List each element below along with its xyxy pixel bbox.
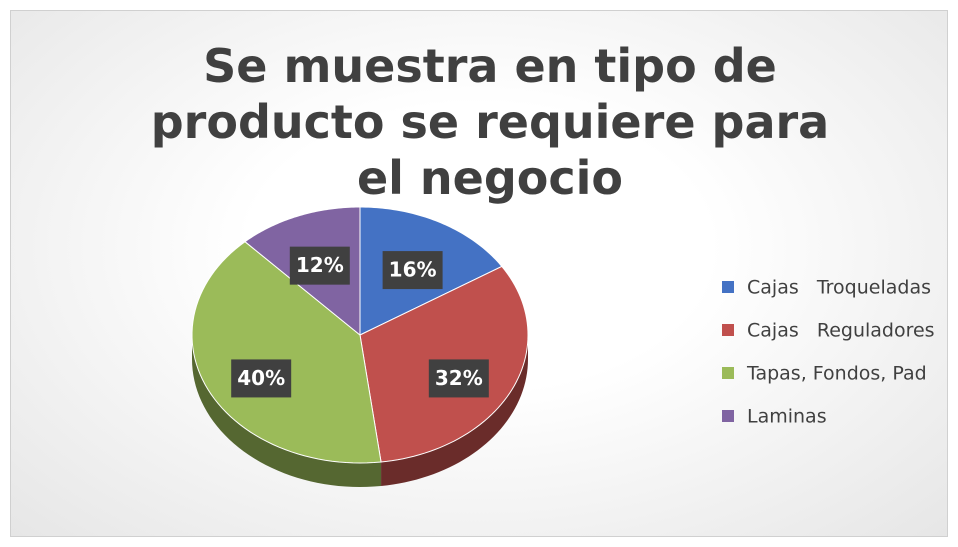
data-label: 40% (237, 366, 285, 390)
data-label-box (231, 359, 292, 398)
data-label-box (428, 359, 489, 398)
legend-label: Laminas (747, 406, 827, 428)
data-label: 16% (389, 258, 437, 282)
legend-swatch (722, 281, 734, 293)
slice (191, 241, 382, 464)
legend-swatch (722, 410, 734, 422)
slice-side (381, 335, 528, 486)
data-label: 12% (296, 253, 344, 277)
chart-title: Se muestra en tipo de producto se requie… (150, 39, 830, 205)
legend-label: Cajas Reguladores (747, 320, 935, 342)
data-label-box (382, 251, 443, 290)
data-label: 32% (435, 366, 483, 390)
legend-label: Tapas, Fondos, Pad (746, 363, 927, 385)
legend-label: Cajas Troqueladas (747, 277, 931, 299)
legend-swatch (722, 324, 734, 336)
data-label-box (289, 246, 350, 285)
legend-swatch (722, 367, 734, 379)
slice-side (192, 335, 382, 487)
